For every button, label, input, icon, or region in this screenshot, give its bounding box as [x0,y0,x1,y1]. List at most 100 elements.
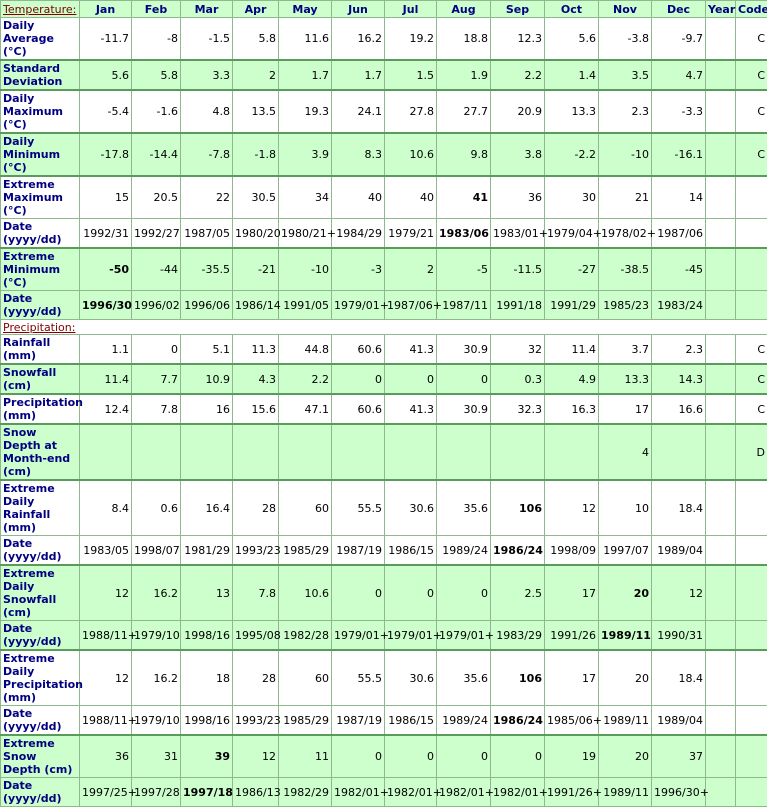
value-cell: 41.3 [385,394,437,424]
value-cell [706,565,736,621]
value-cell: 27.8 [385,90,437,133]
section-title-text: Precipitation: [3,321,75,334]
row-label: Date (yyyy/dd) [1,778,80,807]
value-cell: 34 [279,176,332,219]
row-label: Extreme Daily Precipitation (mm) [1,650,80,706]
value-cell: 1989/11 [599,778,652,807]
value-cell: -7.8 [181,133,233,176]
value-cell: 1993/23 [233,536,279,566]
value-cell: -5.4 [80,90,132,133]
value-cell [736,248,767,291]
value-cell [706,291,736,320]
value-cell: 32 [491,335,545,365]
value-cell: 1982/01+ [332,778,385,807]
value-cell: 20.5 [132,176,181,219]
value-cell [706,394,736,424]
value-cell: 32.3 [491,394,545,424]
value-cell: 1992/31 [80,219,132,249]
value-cell: 1985/06+ [545,706,599,736]
value-cell: 1991/29 [545,291,599,320]
value-cell: 55.5 [332,480,385,536]
value-cell: -3 [332,248,385,291]
value-cell: 4.8 [181,90,233,133]
value-cell: 1982/29 [279,778,332,807]
row-label: Extreme Daily Rainfall (mm) [1,480,80,536]
value-cell: 21 [599,176,652,219]
value-cell: 14.3 [652,364,706,394]
value-cell: 1986/13 [233,778,279,807]
value-cell: -17.8 [80,133,132,176]
value-cell: 1979/10 [132,706,181,736]
value-cell [736,778,767,807]
value-cell [736,706,767,736]
value-cell: 24.1 [332,90,385,133]
value-cell: 1.4 [545,60,599,90]
value-cell: -35.5 [181,248,233,291]
value-cell: 1979/01+ [437,621,491,651]
value-cell: 41 [437,176,491,219]
value-cell: -27 [545,248,599,291]
row-label: Daily Average (°C) [1,18,80,61]
value-cell: 1983/06 [437,219,491,249]
value-cell: -9.7 [652,18,706,61]
value-cell: 20.9 [491,90,545,133]
value-cell: 1987/06 [652,219,706,249]
value-cell [181,424,233,480]
value-cell [736,291,767,320]
value-cell [736,650,767,706]
row-label: Date (yyyy/dd) [1,291,80,320]
column-header: Jul [385,1,437,18]
value-cell [706,90,736,133]
value-cell: -11.7 [80,18,132,61]
value-cell: 10.6 [279,565,332,621]
value-cell: 1978/02+ [599,219,652,249]
row-label: Extreme Daily Snowfall (cm) [1,565,80,621]
value-cell: 1985/29 [279,536,332,566]
value-cell: 30.6 [385,480,437,536]
value-cell: 40 [332,176,385,219]
value-cell: 31 [132,735,181,778]
value-cell: 11.4 [545,335,599,365]
value-cell: 18.4 [652,650,706,706]
value-cell: 1997/28 [132,778,181,807]
value-cell [736,536,767,566]
value-cell: -21 [233,248,279,291]
section-title-text: Temperature: [3,3,76,16]
value-cell: 1982/01+ [491,778,545,807]
value-cell: 1989/04 [652,536,706,566]
value-cell: 0 [332,364,385,394]
value-cell: 60 [279,480,332,536]
value-cell: 1981/29 [181,536,233,566]
value-cell: 17 [545,650,599,706]
value-cell: 4.9 [545,364,599,394]
value-cell [491,424,545,480]
value-cell: 0.6 [132,480,181,536]
value-cell: 1985/23 [599,291,652,320]
value-cell: 12 [80,650,132,706]
value-cell: 11 [279,735,332,778]
value-cell: 16.2 [332,18,385,61]
value-cell: 16.2 [132,650,181,706]
row-label: Daily Minimum (°C) [1,133,80,176]
value-cell: 0 [332,735,385,778]
value-cell: C [736,364,767,394]
value-cell [706,176,736,219]
value-cell: 0.3 [491,364,545,394]
value-cell: 16.6 [652,394,706,424]
value-cell: 1993/23 [233,706,279,736]
value-cell: 10.6 [385,133,437,176]
value-cell: C [736,60,767,90]
value-cell: -10 [599,133,652,176]
column-header: Apr [233,1,279,18]
value-cell [706,219,736,249]
value-cell [706,18,736,61]
value-cell [332,424,385,480]
value-cell: 17 [599,394,652,424]
row-label: Daily Maximum (°C) [1,90,80,133]
column-header: Aug [437,1,491,18]
value-cell: -5 [437,248,491,291]
